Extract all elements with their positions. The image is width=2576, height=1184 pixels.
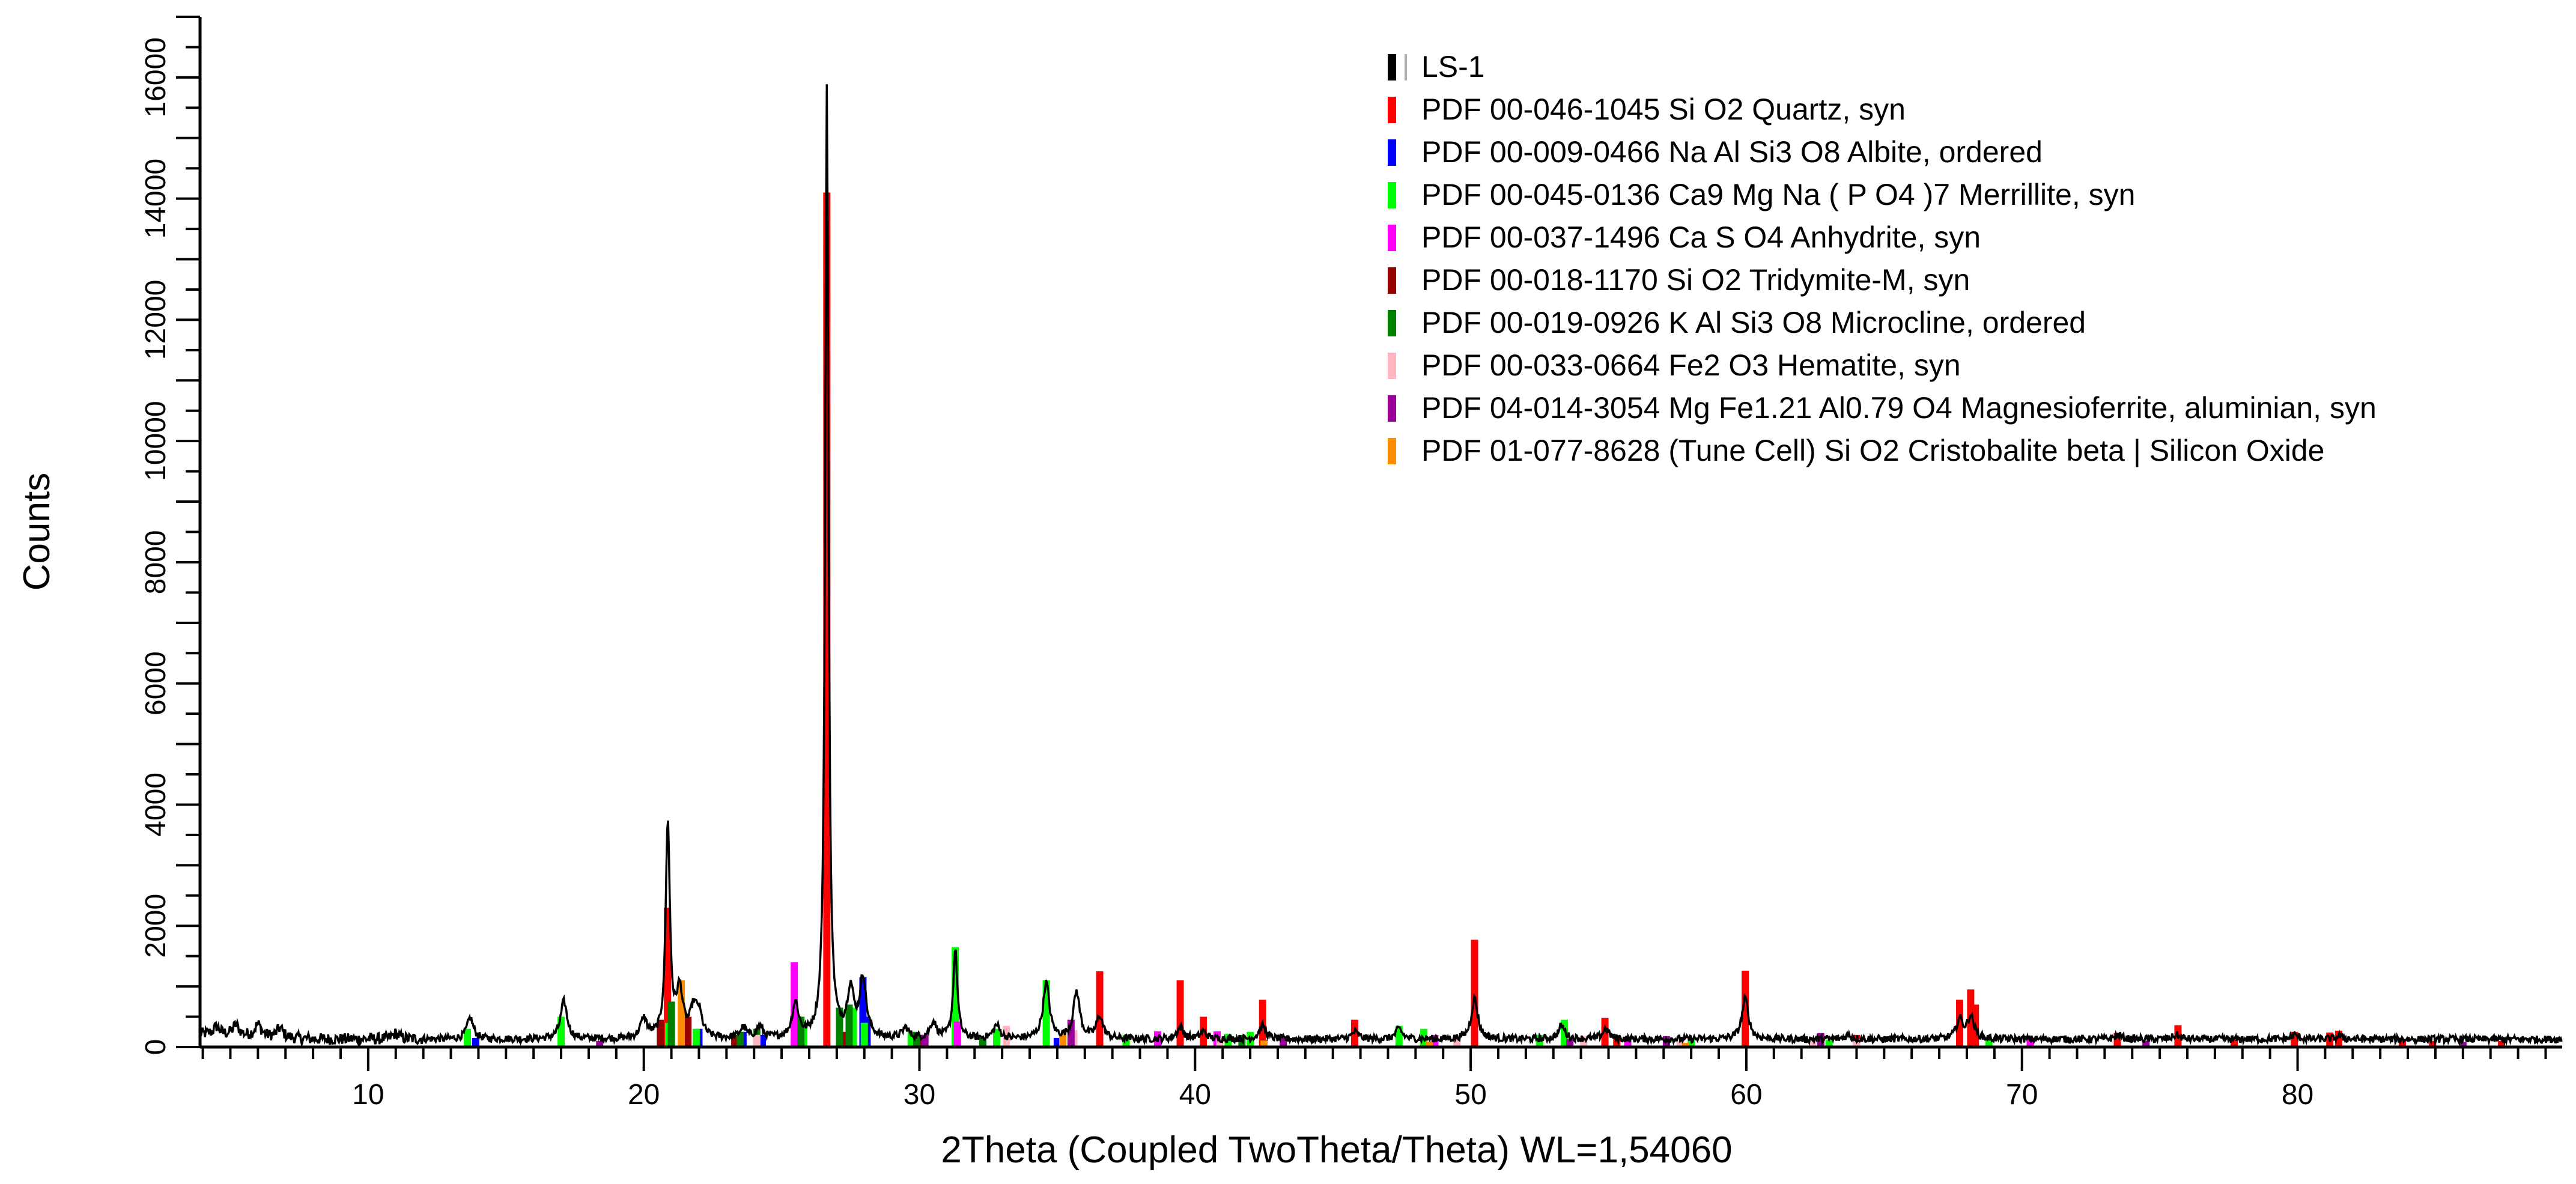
reference-marker	[2231, 1039, 2238, 1047]
reference-marker	[1601, 1018, 1609, 1047]
x-tick-label: 50	[1454, 1079, 1486, 1111]
legend-swatch	[1388, 395, 1396, 422]
legend-label: PDF 00-018-1170 Si O2 Tridymite-M, syn	[1421, 263, 1970, 297]
legend-swatch	[1388, 139, 1396, 166]
series-line-ls-1	[199, 84, 2563, 1048]
y-tick-label: 16000	[140, 37, 172, 117]
x-tick-label: 70	[2006, 1079, 2038, 1111]
legend-swatch	[1388, 310, 1396, 336]
reference-marker	[2398, 1040, 2406, 1047]
reference-marker	[860, 1022, 868, 1047]
reference-marker	[464, 1028, 472, 1047]
reference-marker	[657, 1019, 664, 1047]
legend-label: PDF 04-014-3054 Mg Fe1.21 Al0.79 O4 Magn…	[1421, 391, 2377, 425]
reference-marker	[472, 1037, 479, 1047]
reference-marker	[1566, 1039, 1574, 1047]
legend-label: PDF 01-077-8628 (Tune Cell) Si O2 Cristo…	[1421, 434, 2325, 467]
legend-swatch	[1388, 353, 1396, 379]
reference-marker	[1956, 1000, 1964, 1047]
x-tick-label: 30	[904, 1079, 935, 1111]
reference-marker	[2459, 1042, 2467, 1047]
reference-marker	[1676, 1040, 1684, 1047]
reference-marker	[2498, 1040, 2506, 1047]
reference-marker	[2142, 1040, 2150, 1047]
y-tick-label: 0	[140, 1039, 172, 1055]
reference-marker	[2429, 1040, 2437, 1047]
y-tick-label: 14000	[140, 159, 172, 238]
reference-marker	[684, 1016, 692, 1047]
legend-label: PDF 00-045-0136 Ca9 Mg Na ( P O4 )7 Merr…	[1421, 178, 2135, 211]
reference-marker	[667, 1001, 675, 1047]
legend-swatch	[1388, 225, 1396, 251]
reference-marker	[953, 1021, 961, 1047]
y-tick-label: 8000	[140, 530, 172, 595]
reference-marker	[1260, 1040, 1268, 1047]
reference-marker	[758, 1034, 766, 1047]
reference-marker	[1681, 1042, 1689, 1047]
legend-label: PDF 00-046-1045 Si O2 Quartz, syn	[1421, 93, 1906, 126]
reference-marker	[557, 1016, 565, 1047]
reference-marker	[1053, 1037, 1061, 1047]
legend-label: LS-1	[1421, 50, 1485, 83]
reference-marker	[1471, 940, 1478, 1047]
reference-marker	[1426, 1041, 1433, 1047]
reference-marker	[1176, 980, 1184, 1047]
y-tick-label: 10000	[140, 401, 172, 481]
axes: 0 2000 4000 6000 8000 10000 12000 14000 16000 10 2…	[140, 16, 2562, 1111]
x-tick-label: 60	[1730, 1079, 1762, 1111]
reference-marker	[1096, 971, 1104, 1047]
y-tick-label: 12000	[140, 280, 172, 360]
legend-label: PDF 00-009-0466 Na Al Si3 O8 Albite, ord…	[1421, 135, 2043, 169]
legend-swatch	[1388, 182, 1396, 208]
reference-marker	[753, 1034, 761, 1047]
y-tick-label: 4000	[140, 773, 172, 837]
x-tick-label: 10	[352, 1079, 384, 1111]
legend-swatch	[1388, 438, 1396, 464]
reference-marker	[845, 1004, 853, 1047]
pattern-lines	[199, 84, 2563, 1048]
y-tick-label: 6000	[140, 651, 172, 715]
legend-label: PDF 00-019-0926 K Al Si3 O8 Microcline, …	[1421, 306, 2086, 339]
reference-marker	[692, 1028, 700, 1047]
reference-marker	[596, 1040, 604, 1047]
x-tick-label: 80	[2282, 1079, 2313, 1111]
legend-swatch-secondary	[1405, 54, 1407, 80]
reference-marker	[836, 1007, 843, 1047]
reference-marker	[1742, 970, 1749, 1047]
x-tick-label: 20	[628, 1079, 660, 1111]
legend: LS-1 PDF 00-046-1045 Si O2 Quartz, syn PDF…	[1388, 50, 2377, 467]
legend-swatch	[1388, 267, 1396, 294]
legend-swatch	[1388, 97, 1396, 123]
reference-marker	[1825, 1039, 1833, 1047]
legend-label: PDF 00-033-0664 Fe2 O3 Hematite, syn	[1421, 348, 1961, 382]
legend-swatch	[1388, 54, 1396, 80]
reference-marker	[1985, 1039, 1993, 1047]
reference-marker	[1059, 1033, 1067, 1047]
x-tick-label: 40	[1179, 1079, 1211, 1111]
y-axis-title: Counts	[16, 473, 58, 590]
y-tick-label: 2000	[140, 894, 172, 958]
reference-marker	[992, 1028, 1000, 1047]
legend-label: PDF 00-037-1496 Ca S O4 Anhydrite, syn	[1421, 220, 1981, 254]
x-axis-title: 2Theta (Coupled TwoTheta/Theta) WL=1,540…	[941, 1129, 1732, 1171]
